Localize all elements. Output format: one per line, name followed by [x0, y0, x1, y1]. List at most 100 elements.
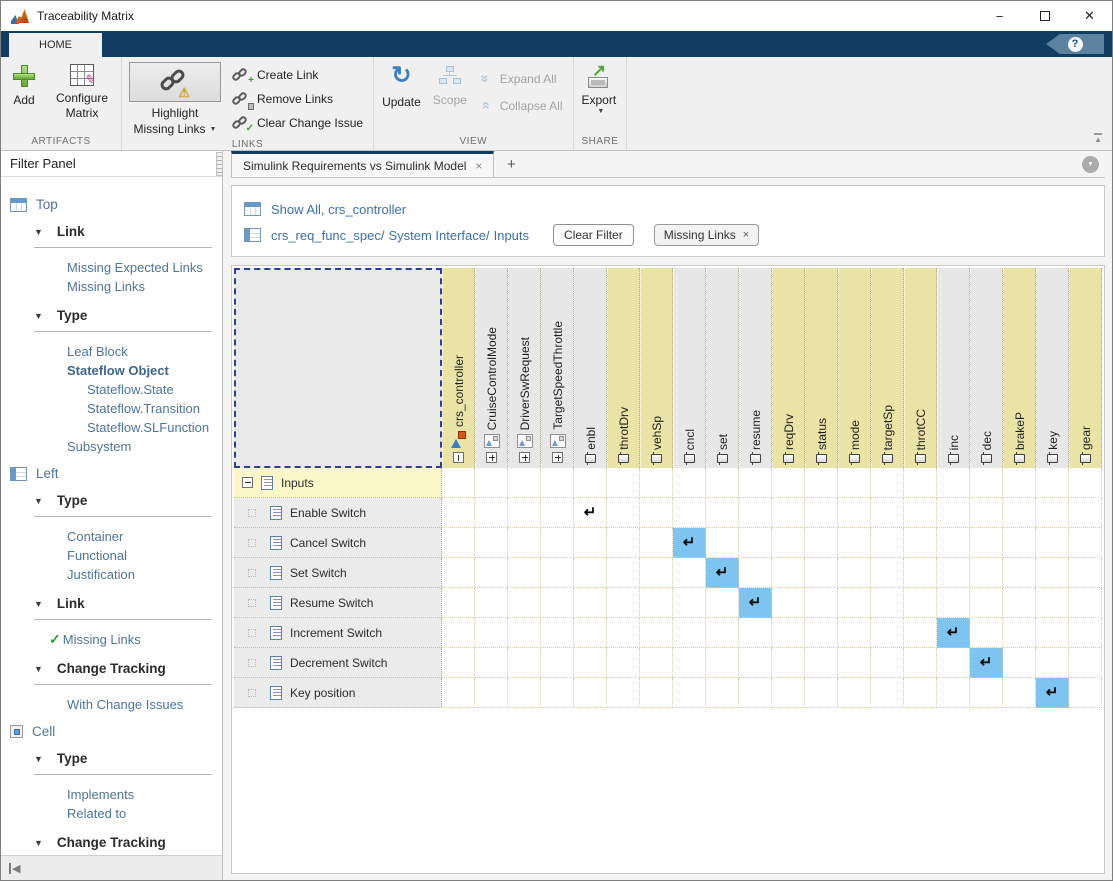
matrix-cell-inputs-dec[interactable]	[970, 468, 1003, 498]
filter-section-type[interactable]: ▼ Type	[34, 493, 212, 517]
matrix-cell-key-position-mode[interactable]	[838, 678, 871, 708]
matrix-cell-key-position-key[interactable]: ↵	[1036, 678, 1069, 708]
matrix-cell-inputs-throtDrv[interactable]	[607, 468, 640, 498]
filter-item-stateflow-state[interactable]: Stateflow.State	[1, 380, 222, 399]
matrix-cell-key-position-dec[interactable]	[970, 678, 1003, 708]
matrix-cell-cancel-switch-DriverSwRequest[interactable]	[508, 528, 541, 558]
filter-section-link[interactable]: ▼ Link	[34, 224, 212, 248]
column-header-crs_controller[interactable]: crs_controller	[442, 268, 475, 468]
matrix-cell-set-switch-key[interactable]	[1036, 558, 1069, 588]
highlight-missing-links-button[interactable]: ⚠ Highlight Missing Links ▼	[128, 62, 222, 137]
matrix-cell-set-switch-mode[interactable]	[838, 558, 871, 588]
matrix-cell-key-position-TargetSpeedThrottle[interactable]	[541, 678, 574, 708]
matrix-cell-resume-switch-cncl[interactable]	[673, 588, 706, 618]
matrix-cell-cancel-switch-status[interactable]	[805, 528, 838, 558]
matrix-cell-decrement-switch-vehSp[interactable]	[640, 648, 673, 678]
expand-column-icon[interactable]	[552, 452, 563, 463]
matrix-cell-increment-switch-mode[interactable]	[838, 618, 871, 648]
matrix-cell-inputs-resume[interactable]	[739, 468, 772, 498]
matrix-cell-enable-switch-throtDrv[interactable]	[607, 498, 640, 528]
matrix-cell-key-position-cncl[interactable]	[673, 678, 706, 708]
column-header-inc[interactable]: inc	[937, 268, 970, 468]
matrix-cell-inputs-reqDrv[interactable]	[772, 468, 805, 498]
matrix-cell-inputs-throtCC[interactable]	[904, 468, 937, 498]
matrix-cell-decrement-switch-throtDrv[interactable]	[607, 648, 640, 678]
matrix-cell-increment-switch-targetSp[interactable]	[871, 618, 904, 648]
matrix-cell-resume-switch-mode[interactable]	[838, 588, 871, 618]
matrix-cell-resume-switch-brakeP[interactable]	[1003, 588, 1036, 618]
matrix-cell-enable-switch-throtCC[interactable]	[904, 498, 937, 528]
filter-item-implements[interactable]: Implements	[1, 785, 222, 804]
collapse-row-icon[interactable]	[242, 477, 253, 488]
matrix-cell-increment-switch-throtCC[interactable]	[904, 618, 937, 648]
column-header-status[interactable]: status	[805, 268, 838, 468]
matrix-cell-key-position-CruiseControlMode[interactable]	[475, 678, 508, 708]
matrix-cell-cancel-switch-gear[interactable]	[1069, 528, 1102, 558]
matrix-cell-increment-switch-key[interactable]	[1036, 618, 1069, 648]
matrix-cell-decrement-switch-enbl[interactable]	[574, 648, 607, 678]
matrix-cell-resume-switch-reqDrv[interactable]	[772, 588, 805, 618]
matrix-cell-decrement-switch-DriverSwRequest[interactable]	[508, 648, 541, 678]
filter-item-stateflow-slfunction[interactable]: Stateflow.SLFunction	[1, 418, 222, 437]
matrix-cell-increment-switch-CruiseControlMode[interactable]	[475, 618, 508, 648]
matrix-cell-enable-switch-inc[interactable]	[937, 498, 970, 528]
filter-item-related-to[interactable]: Related to	[1, 804, 222, 823]
matrix-cell-cancel-switch-TargetSpeedThrottle[interactable]	[541, 528, 574, 558]
matrix-cell-enable-switch-cncl[interactable]	[673, 498, 706, 528]
matrix-cell-enable-switch-brakeP[interactable]	[1003, 498, 1036, 528]
matrix-cell-resume-switch-enbl[interactable]	[574, 588, 607, 618]
matrix-cell-resume-switch-resume[interactable]: ↵	[739, 588, 772, 618]
matrix-cell-enable-switch-targetSp[interactable]	[871, 498, 904, 528]
row-header-key-position[interactable]: Key position	[234, 678, 442, 708]
matrix-cell-increment-switch-crs_controller[interactable]	[442, 618, 475, 648]
column-header-dec[interactable]: dec	[970, 268, 1003, 468]
filter-item-stateflow-transition[interactable]: Stateflow.Transition	[1, 399, 222, 418]
matrix-cell-enable-switch-mode[interactable]	[838, 498, 871, 528]
matrix-cell-inputs-key[interactable]	[1036, 468, 1069, 498]
matrix-cell-inputs-mode[interactable]	[838, 468, 871, 498]
matrix-cell-increment-switch-dec[interactable]	[970, 618, 1003, 648]
matrix-cell-inputs-CruiseControlMode[interactable]	[475, 468, 508, 498]
matrix-cell-increment-switch-brakeP[interactable]	[1003, 618, 1036, 648]
matrix-cell-increment-switch-throtDrv[interactable]	[607, 618, 640, 648]
matrix-cell-increment-switch-resume[interactable]	[739, 618, 772, 648]
matrix-cell-set-switch-DriverSwRequest[interactable]	[508, 558, 541, 588]
column-header-throtCC[interactable]: throtCC	[904, 268, 937, 468]
matrix-cell-cancel-switch-resume[interactable]	[739, 528, 772, 558]
matrix-cell-cancel-switch-cncl[interactable]: ↵	[673, 528, 706, 558]
matrix-cell-key-position-crs_controller[interactable]	[442, 678, 475, 708]
matrix-cell-increment-switch-enbl[interactable]	[574, 618, 607, 648]
matrix-cell-decrement-switch-targetSp[interactable]	[871, 648, 904, 678]
collapse-ribbon-button[interactable]: ▲	[1094, 133, 1102, 144]
clear-change-issue-button[interactable]: ✓ Clear Change Issue	[230, 113, 363, 133]
matrix-cell-set-switch-reqDrv[interactable]	[772, 558, 805, 588]
matrix-cell-key-position-reqDrv[interactable]	[772, 678, 805, 708]
matrix-cell-inputs-brakeP[interactable]	[1003, 468, 1036, 498]
matrix-cell-enable-switch-status[interactable]	[805, 498, 838, 528]
matrix-cell-resume-switch-gear[interactable]	[1069, 588, 1102, 618]
matrix-cell-cancel-switch-brakeP[interactable]	[1003, 528, 1036, 558]
matrix-cell-increment-switch-TargetSpeedThrottle[interactable]	[541, 618, 574, 648]
matrix-cell-inputs-vehSp[interactable]	[640, 468, 673, 498]
matrix-cell-enable-switch-DriverSwRequest[interactable]	[508, 498, 541, 528]
matrix-cell-decrement-switch-dec[interactable]: ↵	[970, 648, 1003, 678]
matrix-cell-set-switch-set[interactable]: ↵	[706, 558, 739, 588]
matrix-cell-key-position-throtDrv[interactable]	[607, 678, 640, 708]
matrix-cell-set-switch-throtDrv[interactable]	[607, 558, 640, 588]
matrix-cell-increment-switch-vehSp[interactable]	[640, 618, 673, 648]
matrix-cell-cancel-switch-key[interactable]	[1036, 528, 1069, 558]
close-button[interactable]: ✕	[1067, 1, 1112, 31]
matrix-cell-decrement-switch-TargetSpeedThrottle[interactable]	[541, 648, 574, 678]
matrix-corner-cell[interactable]	[234, 268, 442, 468]
column-header-TargetSpeedThrottle[interactable]: TargetSpeedThrottle	[541, 268, 574, 468]
matrix-cell-cancel-switch-targetSp[interactable]	[871, 528, 904, 558]
column-header-reqDrv[interactable]: reqDrv	[772, 268, 805, 468]
tab-overflow-button[interactable]: ▼	[1082, 155, 1099, 173]
matrix-cell-resume-switch-DriverSwRequest[interactable]	[508, 588, 541, 618]
matrix-cell-decrement-switch-status[interactable]	[805, 648, 838, 678]
filter-item-container[interactable]: Container	[1, 527, 222, 546]
column-header-DriverSwRequest[interactable]: DriverSwRequest	[508, 268, 541, 468]
collapse-column-icon[interactable]	[453, 452, 464, 463]
matrix-cell-set-switch-gear[interactable]	[1069, 558, 1102, 588]
remove-links-button[interactable]: Remove Links	[230, 89, 363, 110]
